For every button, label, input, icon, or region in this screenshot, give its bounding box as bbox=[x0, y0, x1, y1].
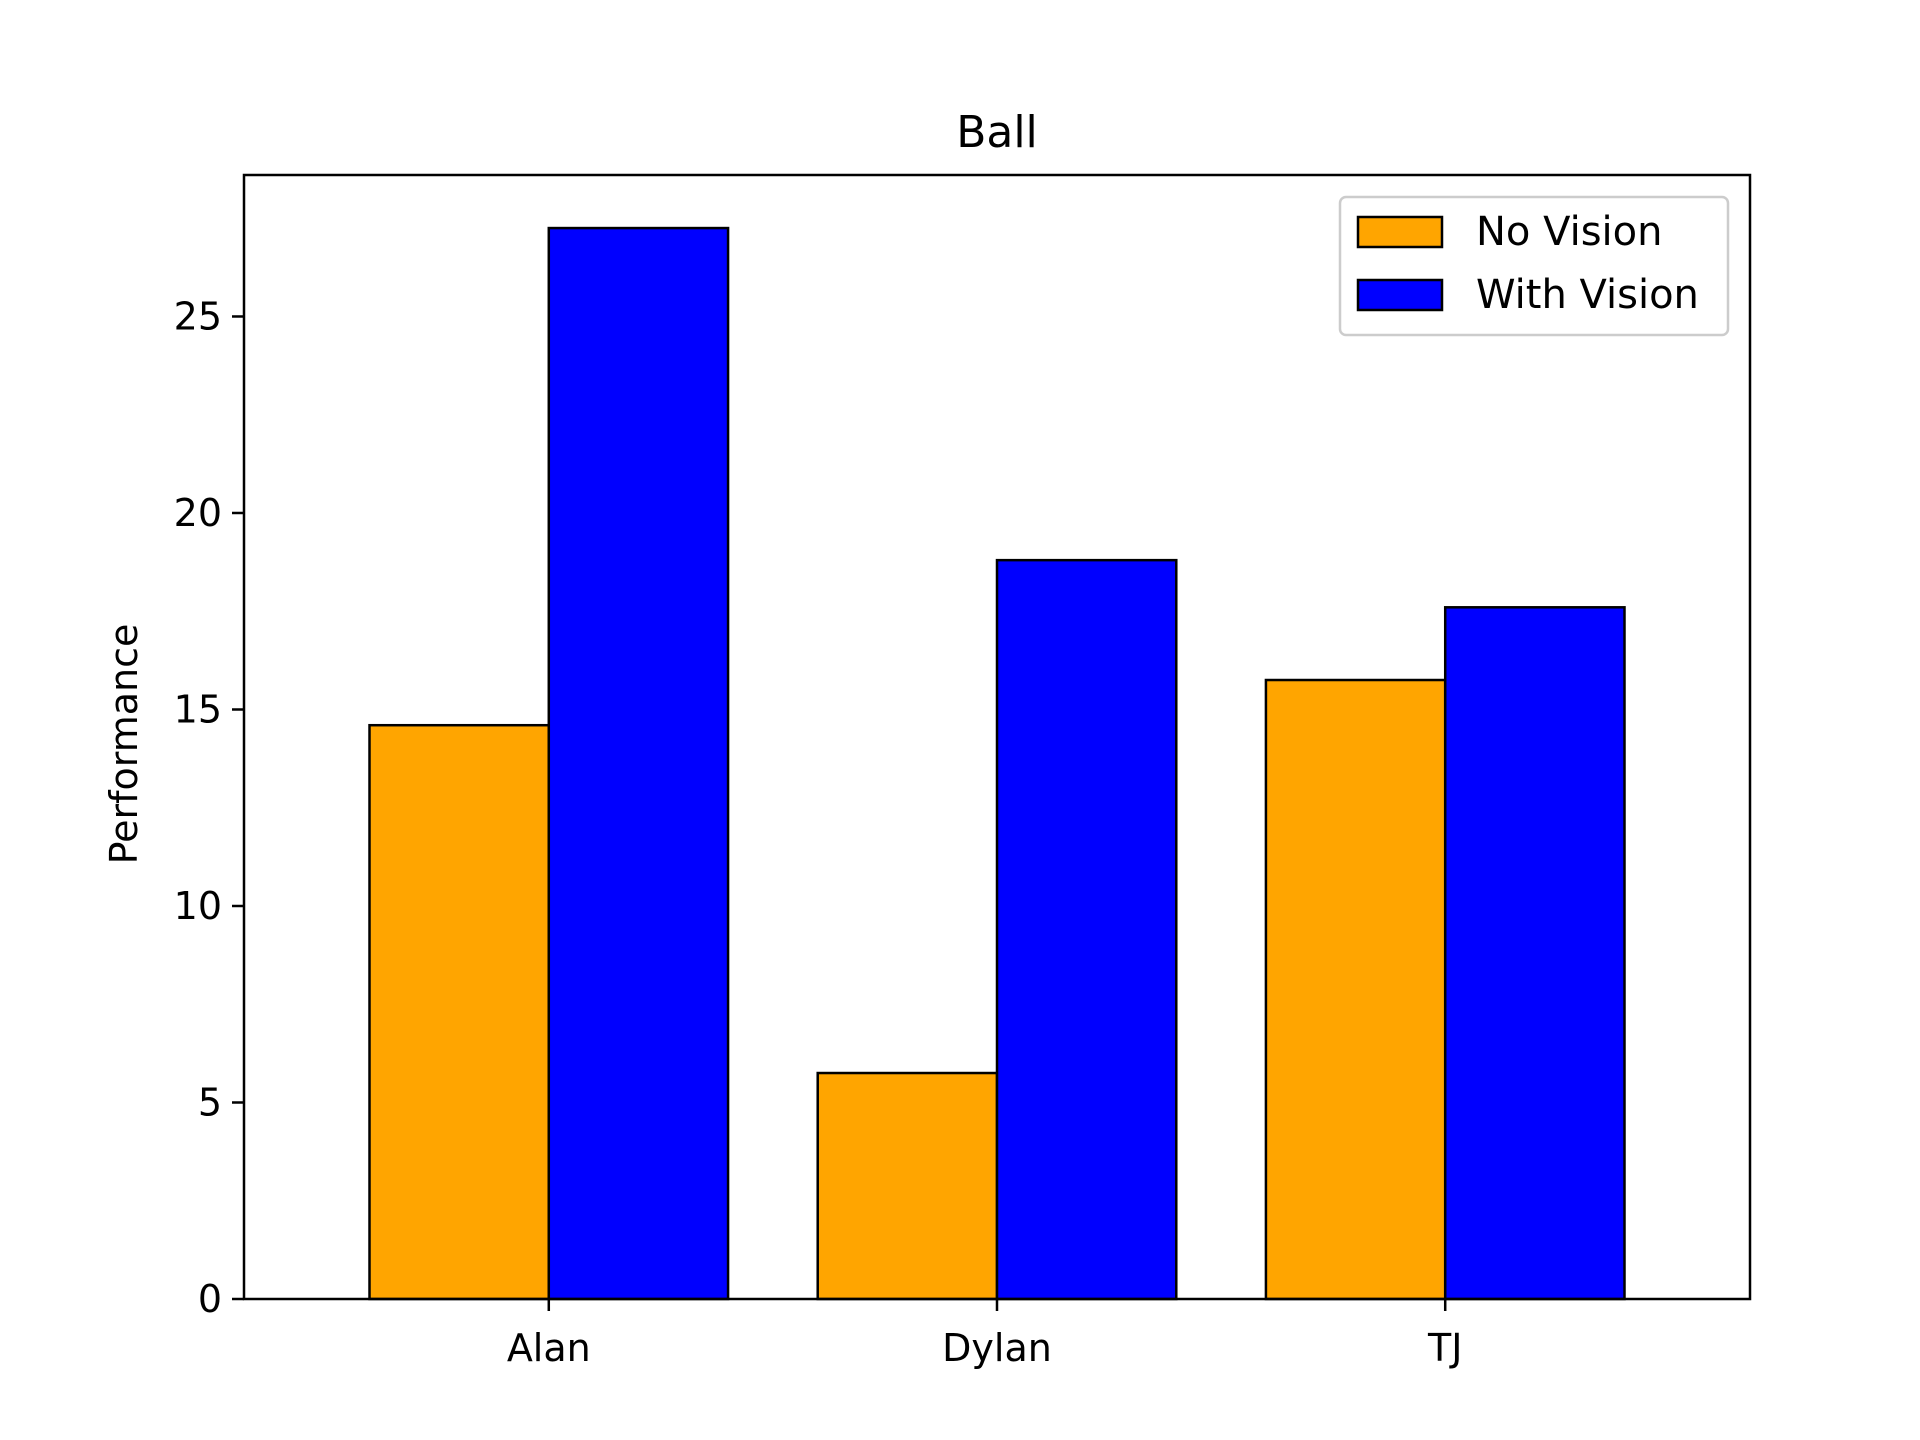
legend-swatch bbox=[1356, 215, 1444, 249]
plot-area-frame bbox=[242, 173, 1752, 1301]
bar-no-vision-dylan bbox=[816, 1071, 999, 1301]
bar-with-vision-alan bbox=[547, 226, 730, 1301]
bar-no-vision-alan bbox=[368, 723, 551, 1301]
x-tick-label: Dylan bbox=[942, 1326, 1052, 1370]
y-tick-label: 15 bbox=[174, 687, 222, 731]
legend-label: With Vision bbox=[1476, 272, 1699, 318]
x-tick-label: Alan bbox=[507, 1326, 591, 1370]
chart-title: Ball bbox=[956, 107, 1038, 158]
x-tick-label: TJ bbox=[1427, 1326, 1462, 1370]
legend-swatch bbox=[1356, 278, 1444, 312]
y-tick-label: 20 bbox=[174, 491, 222, 535]
y-tick-label: 5 bbox=[198, 1080, 222, 1124]
bar-no-vision-tj bbox=[1264, 678, 1447, 1301]
axes-layer: 0 5 10 15 20 25 Alan Dylan TJ bbox=[174, 294, 1463, 1370]
y-tick-label: 0 bbox=[198, 1277, 222, 1321]
bars-layer bbox=[368, 226, 1626, 1301]
legend: No Vision With Vision bbox=[1338, 195, 1730, 337]
bar-with-vision-dylan bbox=[995, 558, 1178, 1301]
legend-label: No Vision bbox=[1476, 209, 1662, 255]
y-tick-label: 10 bbox=[174, 884, 222, 928]
bar-with-vision-tj bbox=[1443, 606, 1626, 1301]
y-axis-label: Performance bbox=[102, 624, 146, 865]
y-tick-label: 25 bbox=[174, 294, 222, 338]
